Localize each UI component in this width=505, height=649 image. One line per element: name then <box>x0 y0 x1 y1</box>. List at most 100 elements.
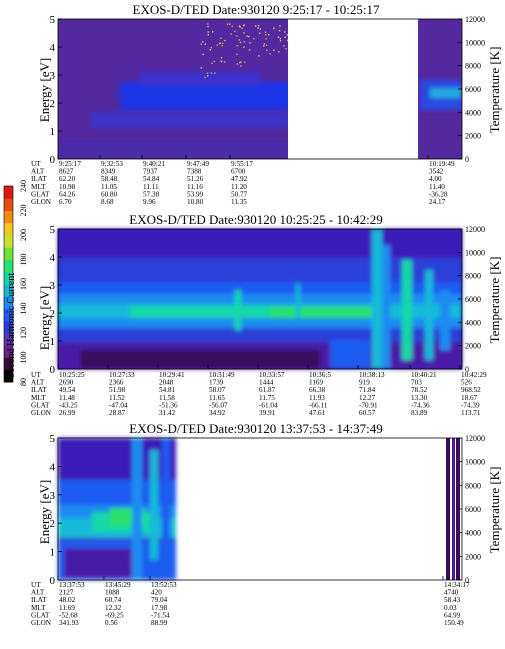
spectrogram-speckle <box>285 48 287 50</box>
table-cell: 78.52 <box>411 386 428 394</box>
spectrogram-speckle <box>259 32 261 34</box>
spectrogram-speckle <box>202 41 204 43</box>
table-cell: 10:19:49 <box>429 160 455 168</box>
table-cell: 2127 <box>59 589 74 597</box>
panel-3-title: EXOS-D/TED Date:930120 13:37:53 - 14:37:… <box>129 421 382 436</box>
table-cell: 11.40 <box>429 183 445 191</box>
panel-1-ylabel-left: Energy [eV] <box>37 58 52 122</box>
spectrogram-speckle <box>263 43 266 45</box>
table-cell: 13:37:53 <box>59 581 85 589</box>
spectrogram-speckle <box>265 38 267 40</box>
table-cell: 66.38 <box>309 386 326 394</box>
spectrogram-speckle <box>239 41 242 44</box>
spectrogram-speckle <box>243 32 245 34</box>
table-cell: 8349 <box>101 168 116 176</box>
spectrogram-speckle <box>206 72 209 74</box>
spectrogram-speckle <box>269 53 271 55</box>
spectrogram-speckle <box>243 46 245 48</box>
spectrogram-speckle <box>204 76 206 79</box>
table-cell: 11.69 <box>59 604 75 612</box>
spectrogram-speckle <box>257 24 260 27</box>
table-cell: -43.25 <box>59 401 78 409</box>
table-cell: 9:47:49 <box>187 160 209 168</box>
table-cell: 420 <box>151 589 162 597</box>
spectrogram-speckle <box>283 45 285 47</box>
spectrogram-speckle <box>263 45 265 47</box>
table-row-label: MLT <box>31 394 46 402</box>
table-cell: 6.70 <box>59 198 72 206</box>
table-cell: 10.80 <box>187 198 204 206</box>
spectrogram-speckle <box>209 49 211 51</box>
panel-2-ylabel-right: Temperature [K] <box>487 257 502 344</box>
spectrogram-speckle <box>268 34 270 36</box>
spectrogram-speckle <box>234 30 236 33</box>
table-cell: 88.99 <box>151 619 168 627</box>
table-cell: 24.17 <box>429 198 446 206</box>
table-row-label: ALT <box>31 379 45 387</box>
colorbar-tick-label: 80 <box>19 378 28 386</box>
spectrogram-speckle <box>248 35 250 38</box>
table-cell: 10:38:13 <box>359 371 385 379</box>
y-left-tick-label: 5 <box>50 433 56 445</box>
table-cell: 64.99 <box>444 611 461 619</box>
table-row-label: UT <box>31 371 41 379</box>
table-cell: -47.04 <box>109 401 128 409</box>
table-cell: 113.71 <box>461 409 481 417</box>
table-cell: 57.38 <box>143 190 160 198</box>
table-cell: 54.84 <box>143 175 160 183</box>
y-left-tick-label: 5 <box>50 224 56 236</box>
colorbar-cell <box>4 222 13 236</box>
spectrogram-speckle <box>207 25 209 28</box>
spectrogram-speckle <box>202 53 204 56</box>
spectrogram-speckle <box>207 31 209 33</box>
y-left-tick-label: 4 <box>50 42 56 54</box>
table-cell: 11.93 <box>309 394 325 402</box>
colorbar-label: Second Harmonic Current <box>6 273 17 378</box>
table-row-label: MLT <box>31 604 46 612</box>
table-cell: 0.03 <box>444 604 457 612</box>
spectrogram-speckle <box>286 34 289 36</box>
spectrogram-speckle <box>216 44 218 46</box>
table-cell: -56.07 <box>209 401 228 409</box>
table-cell: 28.87 <box>109 409 126 417</box>
table-cell: 9:32:53 <box>101 160 123 168</box>
panel-2-spectrogram <box>58 229 462 369</box>
table-cell: 18.67 <box>461 394 478 402</box>
y-left-tick-label: 3 <box>50 490 56 502</box>
spectrogram-speckle <box>212 31 214 33</box>
colorbar-cell <box>4 284 13 297</box>
table-cell: 10:42:29 <box>461 371 487 379</box>
table-cell: 48.02 <box>59 596 76 604</box>
table-cell: 11.75 <box>259 394 275 402</box>
panel-1-ylabel-right: Temperature [K] <box>487 47 502 134</box>
y-right-tick-label: 10000 <box>465 38 485 47</box>
table-cell: 11.35 <box>231 198 247 206</box>
table-row-label: ILAT <box>31 175 47 183</box>
spectrogram-speckle <box>279 37 282 40</box>
table-cell: 3542 <box>429 168 444 176</box>
spectrogram-speckle <box>236 45 238 47</box>
panel-1-title: EXOS-D/TED Date:930120 9:25:17 - 10:25:1… <box>133 2 380 17</box>
table-cell: 12.32 <box>105 604 122 612</box>
table-cell: 54.81 <box>159 386 176 394</box>
y-left-tick-label: 0 <box>50 154 56 166</box>
table-cell: 14:34:17 <box>444 581 470 589</box>
table-cell: -71.54 <box>151 611 170 619</box>
table-cell: 4740 <box>444 589 459 597</box>
spectrogram-speckle <box>257 27 259 29</box>
table-cell: 47.61 <box>309 409 326 417</box>
spectrogram-speckle <box>236 53 238 55</box>
spectrogram-speckle <box>222 42 224 45</box>
table-cell: 2366 <box>109 379 124 387</box>
table-cell: 2690 <box>59 379 74 387</box>
table-cell: 71.84 <box>359 386 376 394</box>
y-left-tick-label: 4 <box>50 461 56 473</box>
y-left-tick-label: 1 <box>50 336 56 348</box>
panel-3-end-strip-2 <box>452 438 455 580</box>
spectrogram-speckle <box>241 27 243 29</box>
colorbar-tick-label: 140 <box>19 303 28 315</box>
spectrogram-speckle <box>231 25 233 28</box>
y-right-tick-label: 8000 <box>465 272 481 281</box>
table-cell: 39.91 <box>259 409 276 417</box>
table-cell: 11.52 <box>109 394 125 402</box>
